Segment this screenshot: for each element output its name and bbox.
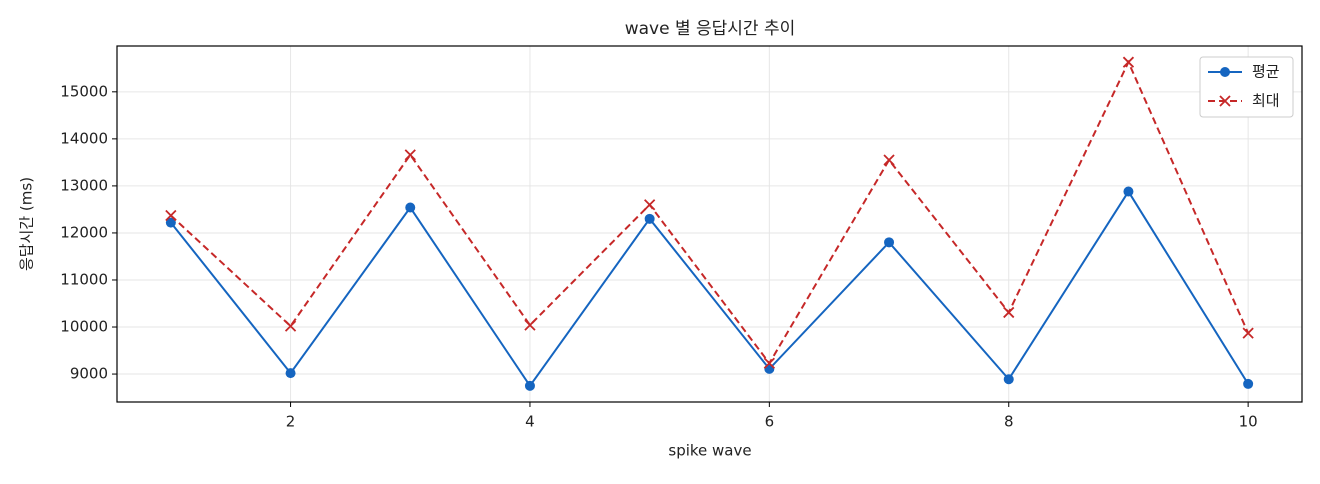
y-tick-label: 13000 <box>60 176 108 194</box>
y-tick-label: 9000 <box>70 365 108 383</box>
point <box>644 199 656 211</box>
y-tick-label: 12000 <box>60 223 108 241</box>
x-tick-label: 10 <box>1239 413 1258 431</box>
point <box>1003 306 1015 319</box>
point <box>763 357 775 369</box>
point <box>165 217 176 228</box>
y-tick-label: 11000 <box>60 270 108 288</box>
point <box>1123 186 1134 197</box>
x-tick-label: 2 <box>286 413 296 431</box>
point <box>524 380 535 391</box>
legend-marker <box>1219 95 1231 107</box>
x-tick-label: 4 <box>525 413 535 431</box>
point <box>1003 374 1014 385</box>
point <box>1122 56 1135 68</box>
legend-label: 최대 <box>1252 92 1280 110</box>
y-tick-label: 14000 <box>60 129 108 147</box>
x-axis-label: spike wave <box>668 442 751 460</box>
point <box>1243 378 1254 389</box>
chart-title: wave 별 응답시간 추이 <box>625 19 796 39</box>
y-tick-label: 15000 <box>60 82 108 100</box>
y-tick-label: 10000 <box>60 318 108 336</box>
x-tick-label: 8 <box>1004 413 1014 431</box>
x-tick-label: 6 <box>765 413 775 431</box>
point <box>405 202 416 213</box>
point <box>524 319 536 331</box>
legend-marker <box>1220 67 1230 77</box>
point <box>285 368 296 379</box>
y-axis-label: 응답시간 (ms) <box>18 177 36 271</box>
plot-frame <box>116 45 1303 403</box>
series-line <box>170 59 1250 366</box>
point <box>165 209 177 222</box>
point <box>884 237 895 248</box>
series-line <box>170 189 1249 388</box>
point <box>644 213 655 224</box>
point <box>883 154 895 166</box>
legend-label: 평균 <box>1252 63 1280 81</box>
point <box>1242 327 1254 339</box>
point <box>404 149 416 161</box>
point <box>764 363 775 374</box>
point <box>284 320 297 332</box>
